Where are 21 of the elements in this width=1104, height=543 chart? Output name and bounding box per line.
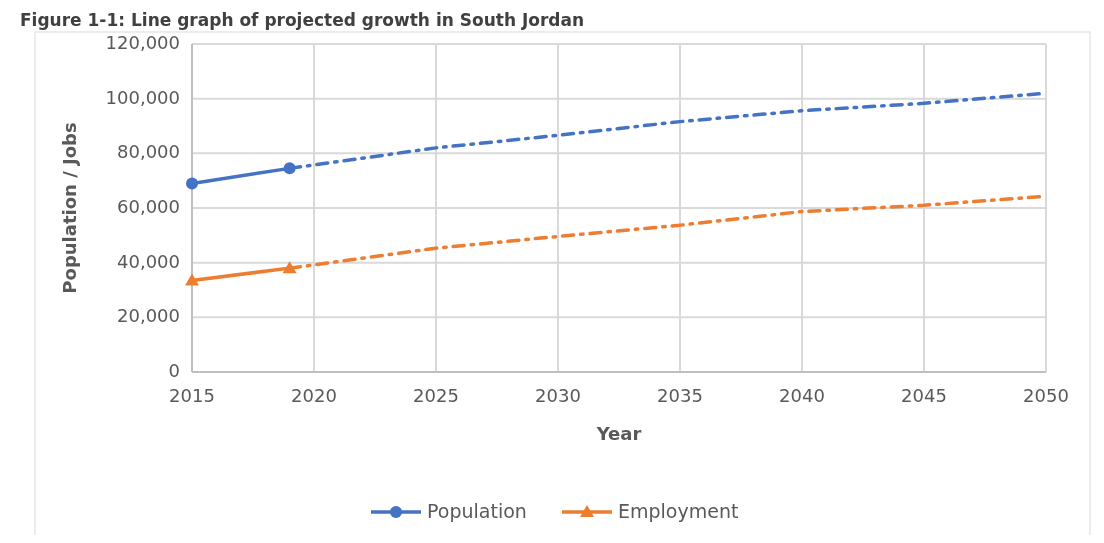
- legend-label: Employment: [618, 499, 739, 522]
- y-tick-label: 120,000: [105, 32, 180, 53]
- x-tick-label: 2040: [779, 385, 825, 406]
- legend-label: Population: [427, 499, 527, 522]
- point: [186, 177, 198, 190]
- x-tick-label: 2020: [291, 385, 337, 406]
- y-tick-label: 20,000: [117, 305, 180, 327]
- y-tick-label: 100,000: [105, 86, 180, 108]
- x-tick-label: 2035: [657, 385, 703, 406]
- x-tick-label: 2045: [901, 385, 947, 406]
- y-tick-label: 80,000: [117, 141, 180, 163]
- x-tick-label: 2015: [169, 385, 215, 406]
- x-tick-label: 2025: [413, 385, 459, 406]
- y-tick-label: 60,000: [117, 196, 180, 217]
- y-tick-label: 40,000: [117, 250, 180, 272]
- x-tick-label: 2050: [1023, 385, 1069, 406]
- x-axis-title: Year: [595, 423, 642, 444]
- chart-title: Figure 1-1: Line graph of projected growth in South Jordan: [20, 10, 585, 30]
- y-axis-title: Population / Jobs: [59, 122, 80, 294]
- x-tick-label: 2030: [535, 385, 581, 406]
- y-tick-label: 0: [168, 360, 180, 381]
